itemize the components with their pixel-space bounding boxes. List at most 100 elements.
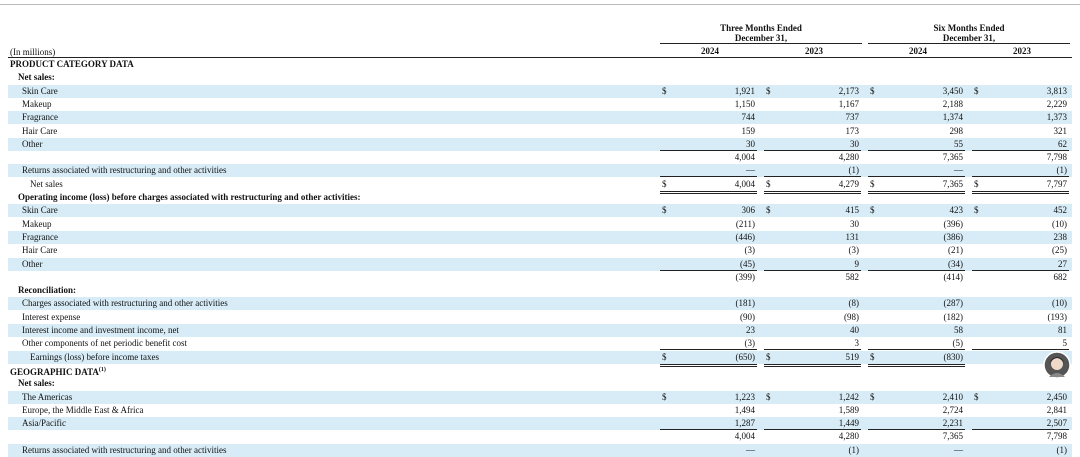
currency-sign: $ — [870, 351, 875, 362]
table-row: (399) 582 (414) 682 — [8, 271, 1072, 284]
currency-sign: $ — [766, 205, 771, 216]
cell-value: (399) — [735, 271, 756, 282]
row-label: Net sales — [30, 178, 63, 189]
row-label: Earnings (loss) before income taxes — [30, 351, 159, 362]
currency-sign: $ — [870, 178, 875, 189]
cell-value: 2,410 — [942, 391, 963, 402]
cell-value: 30 — [850, 138, 859, 149]
cell-value: — — [746, 444, 755, 455]
cell-value: (34) — [948, 258, 963, 269]
currency-sign: $ — [662, 85, 667, 96]
cell-value: 2,841 — [1046, 404, 1067, 415]
cell-rule — [868, 349, 965, 351]
table-row: Earnings (loss) before income taxes $ (650… — [8, 350, 1072, 367]
cell-rule — [764, 349, 861, 351]
cell-value: 2,507 — [1046, 418, 1067, 429]
table-row: Returns associated with restructuring an… — [8, 164, 1072, 178]
cell-value: 1,150 — [734, 98, 755, 109]
header-rule — [660, 43, 862, 44]
cell-value: 7,365 — [942, 178, 963, 189]
cell-value: (3) — [744, 245, 756, 256]
cell-value: (396) — [943, 218, 964, 229]
row-label: PRODUCT CATEGORY DATA — [10, 59, 134, 69]
cell-value: — — [954, 444, 963, 455]
table-row: GEOGRAPHIC DATA(1) — [8, 364, 1072, 377]
cell-value: (10) — [1052, 298, 1067, 309]
cell-value: (10) — [1052, 218, 1067, 229]
cell-value: 3 — [854, 338, 860, 349]
table-row: Interest income and investment income, n… — [8, 324, 1072, 337]
cell-rule — [764, 363, 861, 367]
table-row: Hair Care (3) (3) (21) (25) — [8, 244, 1072, 257]
cell-value: 159 — [741, 125, 756, 136]
row-label: Interest income and investment income, n… — [22, 325, 179, 335]
year: 2023 — [805, 46, 823, 56]
cell-value: 1,287 — [734, 418, 755, 429]
cell-value: 7,798 — [1046, 431, 1067, 442]
cell-value: 81 — [1058, 325, 1067, 335]
cell-value: 321 — [1053, 125, 1068, 136]
cell-value: 1,589 — [838, 404, 859, 415]
cell-rule — [764, 269, 861, 271]
cell-value: (193) — [1047, 311, 1068, 322]
table-row: Returns associated with restructuring an… — [8, 443, 1072, 457]
row-label: Operating income (loss) before charges a… — [18, 192, 361, 202]
cell-value: 5 — [1062, 338, 1068, 349]
cell-value: (1) — [848, 165, 860, 176]
cell-value: (98) — [844, 311, 859, 322]
cell-value: 58 — [954, 325, 963, 335]
table-row: Interest expense (90) (98) (182) (193) — [8, 311, 1072, 324]
cell-value: (211) — [735, 218, 755, 229]
cell-value: 1,494 — [734, 404, 755, 415]
cell-value: 23 — [746, 325, 755, 335]
cell-value: 3,450 — [942, 85, 963, 96]
cell-value: 40 — [850, 325, 859, 335]
cell-rule — [764, 149, 861, 151]
currency-sign: $ — [870, 205, 875, 216]
cell-value: (8) — [848, 298, 860, 309]
row-label: Other — [22, 138, 43, 149]
cell-value: (414) — [943, 271, 964, 282]
cell-rule — [972, 349, 1069, 351]
cell-value: 4,280 — [838, 431, 859, 442]
cell-value: (446) — [735, 231, 756, 242]
cell-value: (45) — [740, 258, 755, 269]
row-label: Asia/Pacific — [22, 418, 66, 429]
row-label: Returns associated with restructuring an… — [22, 444, 227, 455]
table-row: Reconciliation: — [8, 284, 1072, 297]
row-label: Fragrance — [22, 231, 58, 242]
cell-value: 30 — [850, 218, 859, 229]
row-label: The Americas — [22, 391, 73, 402]
group-subtitle: December 31, — [734, 33, 788, 43]
cell-value: 3,813 — [1046, 85, 1067, 96]
cell-value: (830) — [943, 351, 964, 362]
table-row: Fragrance 744 737 1,374 1,373 — [8, 111, 1072, 125]
cell-rule — [764, 429, 861, 431]
table-row: Operating income (loss) before charges a… — [8, 191, 1072, 204]
cell-value: (182) — [943, 311, 964, 322]
cell-rule — [868, 363, 965, 367]
row-label: Hair Care — [22, 245, 58, 256]
currency-sign: $ — [766, 351, 771, 362]
cell-rule — [764, 190, 861, 194]
cell-value: (3) — [744, 338, 756, 349]
cell-value: 1,374 — [942, 112, 963, 123]
table-row: Other components of net periodic benefit… — [8, 337, 1072, 351]
avatar[interactable] — [1043, 351, 1071, 379]
cell-value: (3) — [848, 245, 860, 256]
row-label: Charges associated with restructuring an… — [22, 298, 228, 309]
cell-rule — [660, 349, 757, 351]
row-label: Fragrance — [22, 112, 58, 123]
cell-value: 1,223 — [734, 391, 755, 402]
group-header: Three Months Ended December 31, — [660, 23, 862, 43]
row-label: Other components of net periodic benefit… — [22, 338, 187, 349]
row-label: Net sales: — [18, 378, 55, 389]
cell-rule — [868, 176, 965, 178]
cell-value: 4,280 — [838, 152, 859, 163]
cell-value: (25) — [1052, 245, 1067, 256]
cell-value: (90) — [740, 311, 755, 322]
group-title: Six Months Ended — [933, 23, 1005, 33]
row-label: Europe, the Middle East & Africa — [22, 404, 144, 415]
table-row: Net sales $4,004 $4,279 $7,365 $7,797 — [8, 178, 1072, 194]
cell-value: (1) — [848, 444, 860, 455]
